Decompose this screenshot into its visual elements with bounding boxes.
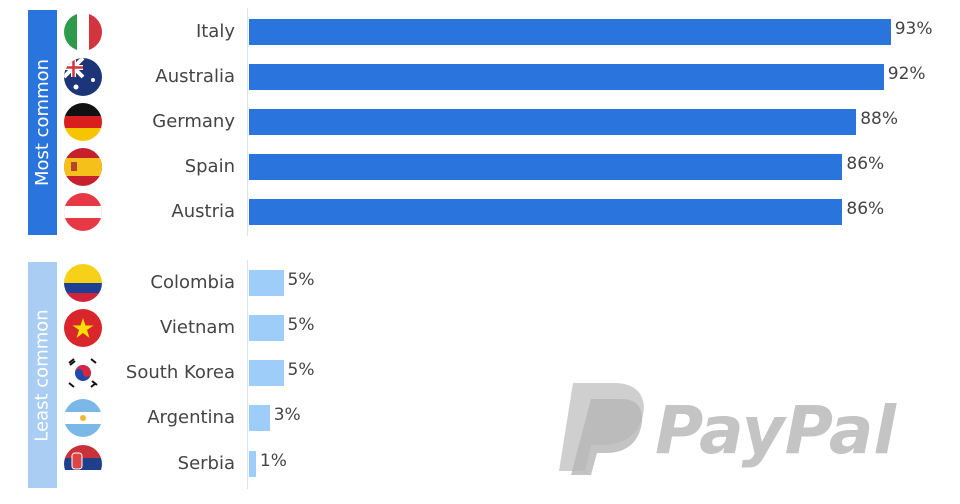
- bar: [249, 270, 284, 296]
- australia-flag-icon: [64, 58, 102, 96]
- category-label: Argentina: [147, 407, 235, 428]
- bar: [249, 19, 891, 45]
- section-label-least-common: Least common: [28, 262, 57, 488]
- category-label: Vietnam: [159, 317, 235, 338]
- value-label: 88%: [860, 109, 898, 129]
- argentina-flag-icon: [64, 399, 102, 437]
- vietnam-flag-icon: [64, 309, 102, 347]
- category-label: Serbia: [177, 453, 235, 474]
- bar-row: Austria 86%: [0, 193, 960, 231]
- paypal-watermark-logo: PayPal: [559, 383, 897, 475]
- value-label: 5%: [287, 315, 315, 335]
- bar-row: Spain 86%: [0, 148, 960, 186]
- bar: [249, 154, 843, 180]
- value-label: 86%: [846, 199, 885, 219]
- germany-flag-icon: [64, 103, 102, 141]
- category-label: Germany: [152, 111, 235, 132]
- category-label: South Korea: [125, 362, 235, 383]
- bar: [249, 451, 256, 477]
- bar-row: Colombia 5%: [0, 264, 960, 302]
- value-label: 1%: [259, 451, 287, 471]
- bar-row: Italy 93%: [0, 13, 960, 51]
- category-label: Colombia: [150, 272, 235, 293]
- value-label: 3%: [273, 405, 301, 425]
- spain-flag-icon: [64, 148, 102, 186]
- bar-row: Serbia 1%: [0, 445, 960, 483]
- category-label: Austria: [171, 201, 235, 222]
- south-korea-flag-icon: [64, 354, 102, 392]
- bar-row: Vietnam 5%: [0, 309, 960, 347]
- bar: [249, 109, 857, 135]
- value-label: 5%: [287, 270, 315, 290]
- category-label: Italy: [195, 21, 235, 42]
- category-label: Spain: [184, 156, 235, 177]
- bar-row: South Korea 5%: [0, 354, 960, 392]
- axis-line-top: [247, 8, 248, 236]
- serbia-flag-icon: [64, 445, 102, 483]
- bar: [249, 405, 270, 431]
- category-label: Australia: [155, 66, 235, 87]
- bar-row: Argentina 3%: [0, 399, 960, 437]
- section-label-most-common: Most common: [28, 10, 57, 235]
- value-label: 86%: [846, 154, 885, 174]
- austria-flag-icon: [64, 193, 102, 231]
- bar: [249, 64, 884, 90]
- bar-row: Australia 92%: [0, 58, 960, 96]
- bar: [249, 199, 843, 225]
- value-label: 92%: [887, 64, 926, 84]
- bar: [249, 315, 284, 341]
- value-label: 93%: [894, 19, 933, 39]
- value-label: 5%: [287, 360, 315, 380]
- italy-flag-icon: [64, 13, 102, 51]
- bar: [249, 360, 284, 386]
- svg-text:PayPal: PayPal: [655, 392, 897, 469]
- bar-row: Germany 88%: [0, 103, 960, 141]
- axis-line-bottom: [247, 260, 248, 489]
- colombia-flag-icon: [64, 264, 102, 302]
